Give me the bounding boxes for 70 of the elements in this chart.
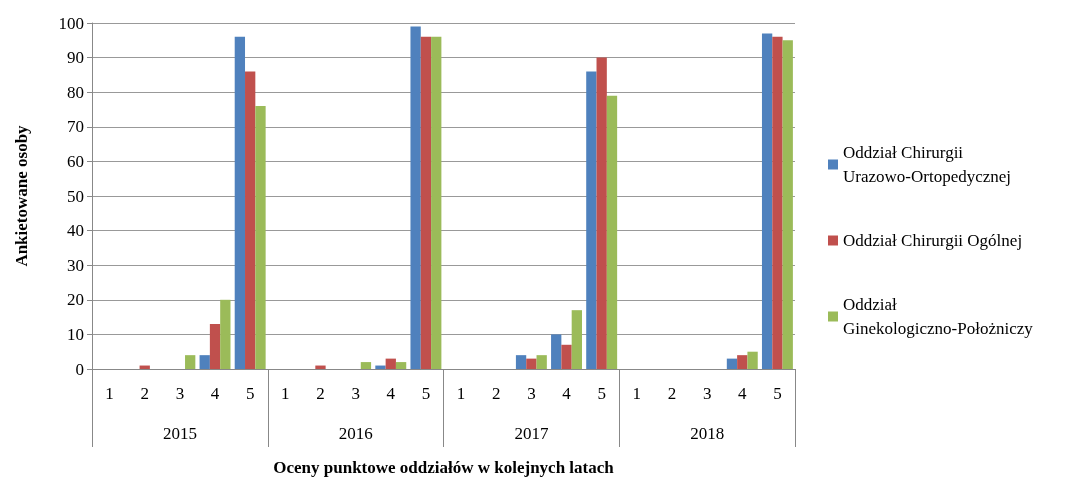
text: 2017 <box>514 424 549 443</box>
bar <box>737 355 748 369</box>
bar <box>410 26 421 369</box>
bar <box>245 71 256 369</box>
bar <box>220 299 231 369</box>
x-tick-label: 1 <box>281 384 290 403</box>
x-tick-label: 5 <box>773 384 782 403</box>
bar <box>596 57 607 369</box>
bar <box>209 324 221 369</box>
bar <box>571 310 582 369</box>
bar <box>375 365 386 369</box>
bar <box>726 358 738 369</box>
bar <box>761 33 773 369</box>
x-tick-label: 2 <box>491 384 501 403</box>
x-axis-title: Oceny punktowe oddziałów w kolejnych latach <box>273 458 615 477</box>
bar <box>420 36 432 369</box>
bar <box>561 344 572 369</box>
x-tick-label: 4 <box>386 384 396 403</box>
bar <box>255 106 266 369</box>
y-tick-label: 30 <box>67 255 84 275</box>
y-tick-label: 50 <box>67 186 84 206</box>
x-tick-label: 5 <box>245 384 255 403</box>
bar <box>234 36 246 369</box>
y-tick-label: 0 <box>75 359 84 379</box>
bar <box>586 71 597 369</box>
legend-label: Oddział Ginekologiczno-Położniczy <box>843 295 1034 338</box>
legend-label: Oddział Chirurgii Urazowo-Ortopedycznej <box>843 143 1012 186</box>
y-tick-label: 80 <box>67 82 84 102</box>
x-tick-label: 2 <box>316 384 325 403</box>
x-tick-label: 2 <box>667 384 677 403</box>
x-tick-label: 5 <box>421 384 431 403</box>
bar <box>772 36 783 369</box>
x-tick-label: 4 <box>562 384 572 403</box>
x-tick-label: 3 <box>702 384 712 403</box>
y-tick-label: 70 <box>67 117 84 137</box>
text: 2018 <box>690 424 725 443</box>
bar <box>526 358 537 369</box>
x-tick-label: 3 <box>527 384 536 403</box>
y-tick-label: 20 <box>67 290 84 310</box>
x-tick-label: 1 <box>105 384 114 403</box>
x-tick-label: 3 <box>175 384 185 403</box>
bar <box>395 362 407 369</box>
legend-label: Oddział Chirurgii Ogólnej <box>843 231 1023 250</box>
bar <box>606 95 618 369</box>
y-tick-label: 10 <box>67 324 84 344</box>
x-tick-label: 2 <box>140 384 149 403</box>
bar <box>431 36 442 369</box>
bar <box>536 355 547 369</box>
x-tick-label: 3 <box>351 384 360 403</box>
bar <box>315 365 326 369</box>
x-tick-label: 5 <box>597 384 606 403</box>
bar <box>360 362 372 369</box>
y-tick-label: 40 <box>67 221 84 241</box>
x-tick-label: 4 <box>738 384 748 403</box>
y-tick-label: 60 <box>67 151 84 171</box>
x-tick-label: 4 <box>210 384 220 403</box>
text: 2015 <box>162 424 197 443</box>
y-tick-label: 100 <box>58 13 84 33</box>
text: 2016 <box>338 424 373 443</box>
bar <box>515 355 527 369</box>
bar <box>782 40 793 369</box>
bar <box>385 358 396 369</box>
x-tick-label: 1 <box>456 384 466 403</box>
bar <box>185 355 196 369</box>
y-axis-title: Ankietowane osoby <box>12 124 31 267</box>
x-tick-label: 1 <box>632 384 642 403</box>
bar <box>747 351 758 369</box>
y-tick-label: 90 <box>67 48 84 68</box>
bar <box>199 355 210 369</box>
bar <box>551 334 562 369</box>
